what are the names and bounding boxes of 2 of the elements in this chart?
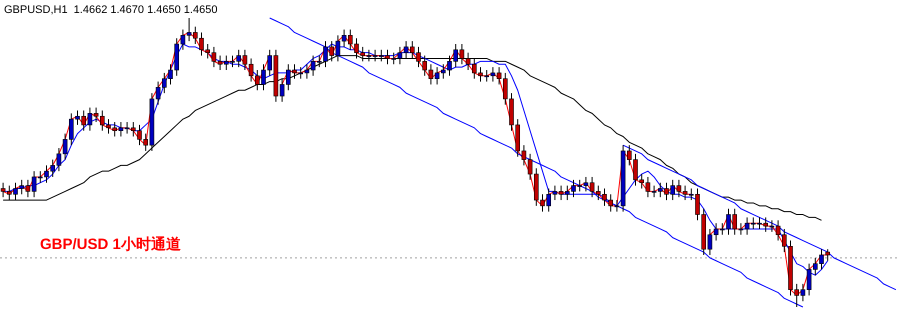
text: GBPUSD,H1 1.4662 1.4670 1.4650 1.4650 [4, 4, 218, 16]
text: GBP/USD 1小时通道 [40, 236, 182, 253]
